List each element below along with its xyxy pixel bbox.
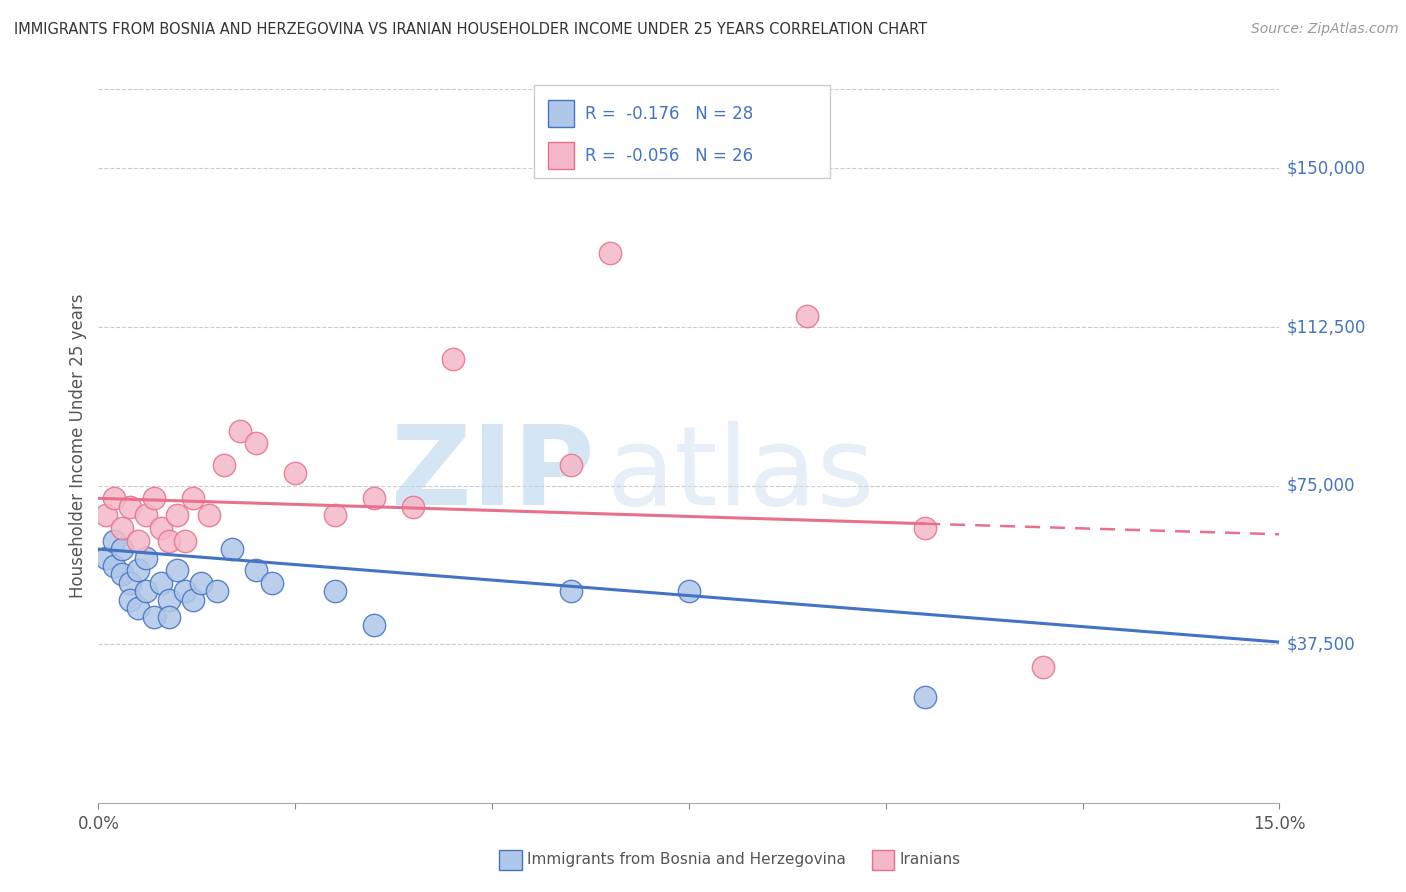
Text: Source: ZipAtlas.com: Source: ZipAtlas.com [1251, 22, 1399, 37]
Point [1032, 660, 1054, 674]
Text: R =  -0.056   N = 26: R = -0.056 N = 26 [585, 146, 754, 165]
Point [174, 533, 197, 548]
Point [441, 351, 464, 366]
Point [229, 424, 252, 438]
Point [118, 575, 141, 590]
Point [118, 500, 141, 514]
Point [135, 550, 157, 565]
Point [560, 584, 582, 599]
Point [127, 533, 149, 548]
Point [96, 508, 118, 523]
Point [363, 491, 385, 506]
Point [205, 584, 228, 599]
Point [127, 601, 149, 615]
Point [135, 508, 157, 523]
Point [111, 542, 134, 557]
Text: IMMIGRANTS FROM BOSNIA AND HERZEGOVINA VS IRANIAN HOUSEHOLDER INCOME UNDER 25 YE: IMMIGRANTS FROM BOSNIA AND HERZEGOVINA V… [14, 22, 927, 37]
Point [560, 458, 582, 472]
Point [127, 563, 149, 577]
Text: R =  -0.176   N = 28: R = -0.176 N = 28 [585, 104, 754, 122]
Text: $150,000: $150,000 [1286, 160, 1365, 178]
Point [103, 491, 125, 506]
Point [914, 690, 936, 704]
Point [157, 592, 180, 607]
Point [142, 609, 165, 624]
Point [181, 491, 204, 506]
Text: atlas: atlas [606, 421, 875, 528]
Point [111, 521, 134, 535]
Point [245, 563, 267, 577]
Point [166, 508, 188, 523]
Point [174, 584, 197, 599]
Point [323, 508, 346, 523]
Point [599, 246, 621, 260]
Point [150, 521, 173, 535]
Point [284, 466, 307, 480]
Point [111, 567, 134, 582]
Point [103, 533, 125, 548]
Point [197, 508, 219, 523]
Text: Immigrants from Bosnia and Herzegovina: Immigrants from Bosnia and Herzegovina [527, 853, 846, 867]
Point [181, 592, 204, 607]
Y-axis label: Householder Income Under 25 years: Householder Income Under 25 years [69, 293, 87, 599]
Point [157, 533, 180, 548]
Text: $112,500: $112,500 [1286, 318, 1365, 336]
Point [363, 618, 385, 632]
Point [150, 575, 173, 590]
Point [166, 563, 188, 577]
Point [135, 584, 157, 599]
Point [96, 550, 118, 565]
Point [914, 521, 936, 535]
Point [323, 584, 346, 599]
Point [142, 491, 165, 506]
Point [190, 575, 212, 590]
Point [402, 500, 425, 514]
Point [157, 609, 180, 624]
Point [260, 575, 283, 590]
Point [245, 436, 267, 450]
Text: $37,500: $37,500 [1286, 635, 1355, 653]
Point [118, 592, 141, 607]
Point [214, 458, 236, 472]
Text: Iranians: Iranians [900, 853, 960, 867]
Point [103, 559, 125, 574]
Point [796, 310, 818, 324]
Point [678, 584, 700, 599]
Text: $75,000: $75,000 [1286, 476, 1355, 495]
Text: ZIP: ZIP [391, 421, 595, 528]
Point [221, 542, 243, 557]
